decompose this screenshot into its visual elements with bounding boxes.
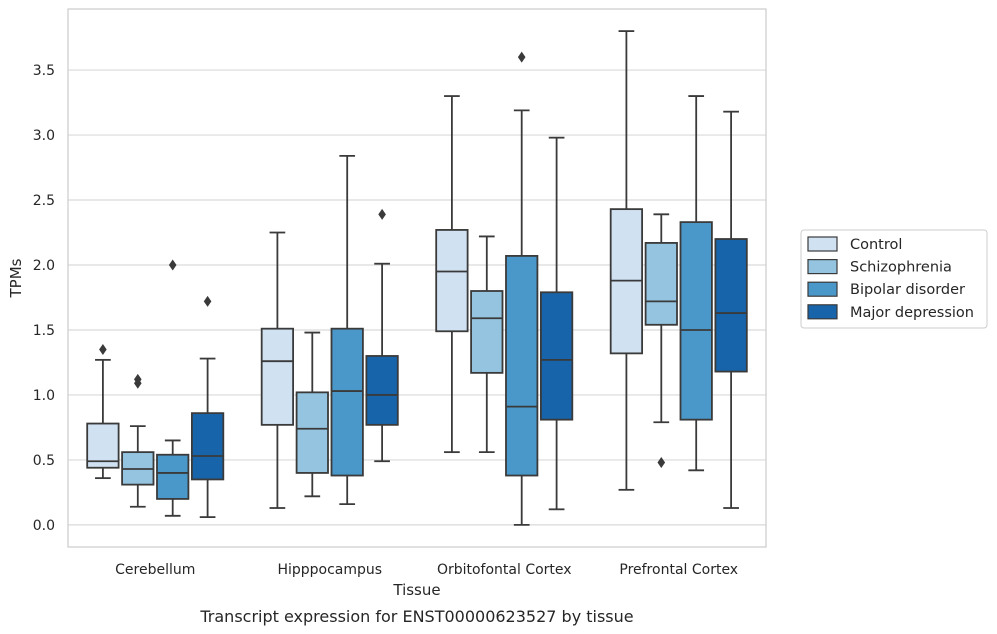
- box: [260, 327, 295, 426]
- box: [470, 290, 504, 374]
- box-group: [714, 110, 748, 509]
- y-tick-label: 1.0: [33, 388, 55, 404]
- legend-swatch: [807, 259, 838, 275]
- box-layer: [86, 30, 748, 526]
- box: [644, 242, 678, 326]
- chart-caption: Transcript expression for ENST0000062352…: [199, 607, 633, 626]
- box-group: [121, 373, 155, 508]
- box: [156, 453, 190, 500]
- x-tick-labels: Cerebellum Hipppocampus Orbitofontal Corte…: [115, 562, 738, 578]
- outlier-point: [657, 457, 666, 469]
- y-tick-label: 0.0: [33, 518, 55, 534]
- legend: Control Schizophrenia Bipolar disorder Majo…: [800, 229, 988, 329]
- box-group: [260, 231, 295, 509]
- box: [679, 221, 713, 421]
- box: [714, 238, 748, 373]
- box-group: [295, 331, 329, 498]
- x-tick-label: Hipppocampus: [277, 562, 382, 578]
- box-group: [470, 235, 504, 454]
- outlier-point: [134, 373, 142, 385]
- box-group: [86, 343, 120, 480]
- box: [435, 229, 469, 333]
- box-group: [330, 154, 364, 506]
- x-axis-title: Tissue: [392, 581, 440, 599]
- legend-label: Control: [850, 237, 902, 253]
- x-tick-label: Cerebellum: [115, 562, 195, 578]
- legend-swatch: [807, 236, 838, 252]
- box: [330, 327, 364, 477]
- plot-frame: [67, 8, 767, 548]
- box-group: [505, 51, 539, 526]
- outlier-point: [517, 51, 526, 63]
- box: [365, 355, 399, 426]
- legend-label: Bipolar disorder: [850, 282, 965, 298]
- y-tick-labels: 0.0 0.5 1.0 1.5 2.0 2.5 3.0 3.5: [33, 63, 55, 534]
- legend-label: Schizophrenia: [850, 260, 952, 276]
- box: [190, 412, 225, 481]
- legend-frame: [800, 229, 988, 329]
- legend-label: Major depression: [850, 305, 974, 321]
- box-group: [679, 95, 713, 472]
- outlier-point: [168, 259, 177, 271]
- outlier-point: [203, 295, 212, 307]
- legend-swatch: [807, 281, 838, 297]
- y-tick-label: 0.5: [33, 453, 55, 469]
- box-group: [190, 295, 225, 519]
- outlier-point: [378, 208, 386, 220]
- box: [539, 291, 574, 421]
- box-group: [435, 95, 469, 454]
- y-tick-label: 2.0: [33, 258, 55, 274]
- box: [295, 391, 329, 474]
- x-tick-label: Orbitofontal Cortex: [437, 562, 572, 578]
- box-group: [365, 208, 399, 463]
- box-group: [644, 213, 678, 469]
- y-tick-label: 1.5: [33, 323, 55, 339]
- y-tick-label: 3.0: [33, 128, 55, 144]
- box: [505, 255, 539, 477]
- outlier-point: [99, 343, 107, 355]
- legend-swatch: [807, 304, 838, 320]
- x-tick-label: Prefrontal Cortex: [619, 562, 738, 578]
- box-group: [156, 259, 190, 517]
- box-group: [539, 136, 574, 511]
- y-axis-title: TPMs: [7, 258, 25, 298]
- box-group: [609, 30, 644, 491]
- y-tick-label: 3.5: [33, 63, 55, 79]
- y-tick-label: 2.5: [33, 193, 55, 209]
